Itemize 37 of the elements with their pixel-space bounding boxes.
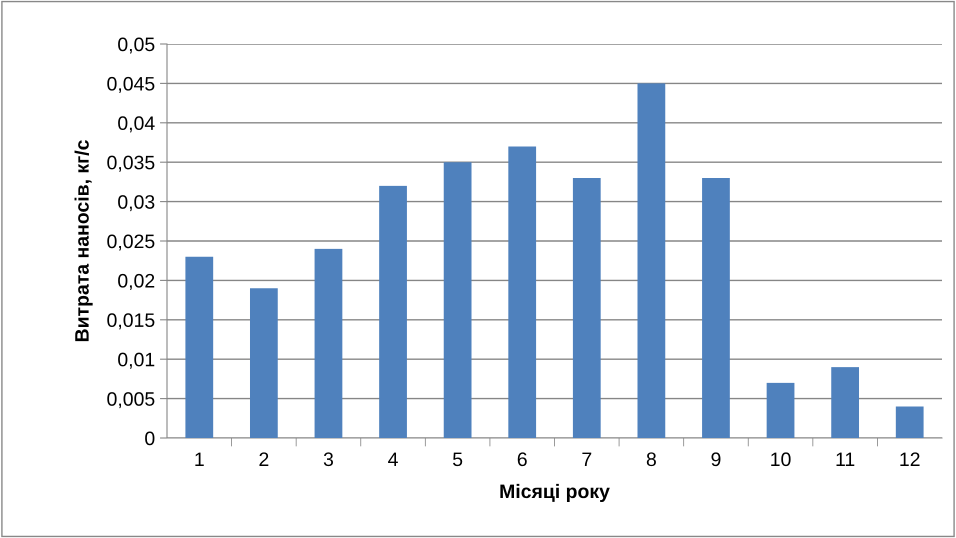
bar [444,162,472,438]
x-tick-label: 12 [900,452,920,466]
x-tick-label: 4 [388,452,398,466]
bar [766,382,794,438]
y-tick-label: 0,03 [118,195,154,212]
y-tick-label: 0,01 [118,352,154,369]
bar [314,248,342,438]
y-tick-label: 0,005 [107,392,154,408]
x-tick-label: 1 [195,452,204,466]
x-tick-label: 5 [452,452,462,466]
y-tick-label: 0,015 [107,313,154,330]
y-tick-label: 0,02 [118,274,154,290]
x-tick-label: 3 [324,452,334,466]
bar [896,406,924,438]
x-tick-label: 7 [582,452,592,466]
bar [572,178,601,438]
x-axis-title: Місяці року [500,484,610,502]
x-tick-label: 9 [711,452,720,466]
x-tick-label: 6 [518,452,527,466]
x-tick-label: 11 [836,452,854,466]
x-tick-label: 10 [771,452,791,466]
y-tick-label: 0,04 [118,116,155,132]
y-tick-label: 0,05 [118,37,154,54]
bar [508,146,536,438]
bar [831,367,860,438]
bar [379,186,407,438]
y-axis-title: Витрата наносів, кг/с [74,140,93,342]
y-tick-label: 0,045 [107,76,154,93]
y-tick-label: 0,035 [107,156,154,172]
bar [250,288,278,438]
x-tick-label: 8 [646,452,656,466]
x-tick-label: 2 [259,452,268,466]
y-tick-label: 0,025 [107,234,154,251]
bar [637,83,666,438]
bar [702,178,730,438]
bar [185,256,214,438]
y-tick-label: 0 [145,431,154,446]
